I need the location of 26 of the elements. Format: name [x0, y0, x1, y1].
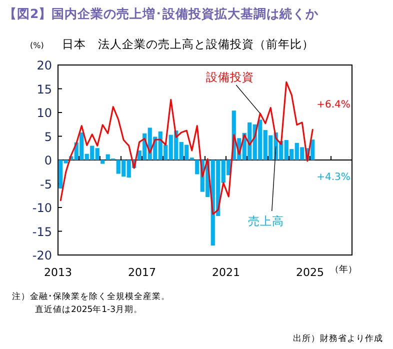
x-tick-label: 2013 [44, 266, 72, 279]
x-tick-label: 2021 [212, 266, 240, 279]
line-series [60, 81, 314, 215]
chart-title: 【図2】国内企業の売上増･設備投資拡大基調は続くか [4, 6, 320, 21]
y-tick-label: 10 [36, 106, 52, 120]
text: 直近値は2025年1-3月期。 [35, 304, 143, 315]
data-label: +6.4% [316, 100, 350, 111]
y-tick-label: 15 [36, 82, 52, 96]
y-tick-label: -5 [40, 177, 52, 192]
y-axis-title: (%) [30, 41, 44, 50]
bar [100, 160, 105, 164]
y-tick-label: -15 [32, 224, 52, 239]
y-tick-label: 20 [36, 58, 52, 72]
text: 設備投資 [206, 70, 254, 84]
y-tick-label: -20 [32, 248, 52, 262]
y-tick-label: 0 [44, 154, 52, 168]
x-axis-title: （年） [330, 264, 357, 275]
y-tick-label: 5 [44, 130, 52, 144]
x-tick-label: 2025 [296, 266, 324, 279]
text: 出所）財務省より作成 [293, 333, 383, 344]
chart-subtitle: 日本 法人企業の売上高と設備投資（前年比） [62, 37, 314, 51]
annotation: +4.3% [316, 172, 350, 183]
text: 注）金融･保険業を除く全規模全産業。 [12, 291, 170, 302]
x-tick-label: 2017 [128, 266, 156, 279]
y-tick-label: -10 [32, 201, 52, 215]
text: 売上高 [248, 214, 284, 228]
